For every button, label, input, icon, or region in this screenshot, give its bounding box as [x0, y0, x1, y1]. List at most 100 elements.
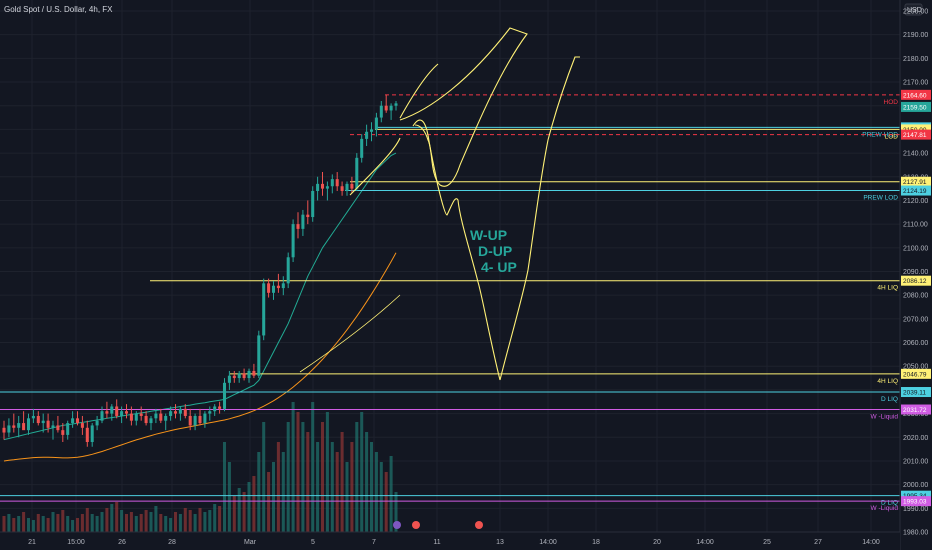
- candle-body[interactable]: [301, 214, 305, 229]
- price-tick-label: 2200.00: [903, 9, 928, 16]
- candle-body[interactable]: [320, 183, 325, 189]
- candle-body[interactable]: [257, 335, 261, 376]
- candle-body[interactable]: [345, 183, 349, 191]
- candle-body[interactable]: [51, 425, 55, 428]
- candle-body[interactable]: [154, 413, 158, 419]
- candle-body[interactable]: [71, 418, 75, 424]
- candle-body[interactable]: [296, 224, 300, 229]
- candle-body[interactable]: [61, 430, 65, 435]
- candle-body[interactable]: [389, 105, 393, 111]
- candle-body[interactable]: [369, 129, 374, 132]
- event-flag-icon[interactable]: [475, 521, 483, 529]
- candle-body[interactable]: [286, 257, 290, 284]
- candle-body[interactable]: [169, 411, 173, 416]
- candle-body[interactable]: [237, 373, 241, 379]
- candle-body[interactable]: [193, 415, 197, 426]
- candle-body[interactable]: [80, 423, 84, 428]
- level-name-label: PREW LOD: [863, 195, 898, 202]
- candle-body[interactable]: [105, 411, 109, 414]
- candle-body[interactable]: [178, 408, 182, 414]
- price-tick-label: 2120.00: [903, 198, 928, 205]
- candle-body[interactable]: [350, 183, 354, 189]
- candle-body[interactable]: [232, 375, 236, 379]
- candle-body[interactable]: [56, 425, 60, 431]
- price-tick-label: 1980.00: [903, 530, 928, 537]
- candle-body[interactable]: [46, 420, 50, 428]
- candle-body[interactable]: [262, 283, 266, 336]
- candle-body[interactable]: [247, 370, 251, 379]
- candle-body[interactable]: [31, 415, 35, 419]
- candle-body[interactable]: [384, 105, 388, 111]
- candle-body[interactable]: [95, 420, 99, 426]
- candle-body[interactable]: [173, 411, 178, 414]
- candle-body[interactable]: [213, 406, 217, 412]
- volume-bar: [208, 510, 212, 532]
- candle-body[interactable]: [90, 425, 94, 443]
- event-flag-icon[interactable]: [412, 521, 420, 529]
- candle-body[interactable]: [164, 415, 168, 421]
- candle-body[interactable]: [188, 415, 192, 426]
- candle-body[interactable]: [198, 415, 202, 424]
- currency-button-box[interactable]: [904, 3, 923, 16]
- candle-body[interactable]: [306, 214, 310, 218]
- candle-body[interactable]: [316, 183, 320, 191]
- candle-body[interactable]: [276, 285, 280, 289]
- candle-body[interactable]: [120, 411, 124, 416]
- candle-body[interactable]: [335, 179, 339, 187]
- candle-body[interactable]: [222, 382, 227, 409]
- candle-body[interactable]: [311, 190, 315, 218]
- candle-body[interactable]: [134, 413, 138, 421]
- volume-bar: [394, 492, 398, 532]
- candle-body[interactable]: [394, 103, 398, 106]
- candle-body[interactable]: [242, 373, 246, 379]
- candle-body[interactable]: [218, 406, 222, 409]
- candle-body[interactable]: [281, 283, 285, 289]
- candle-body[interactable]: [22, 423, 26, 431]
- currency-button[interactable]: USD: [904, 3, 923, 16]
- candle-body[interactable]: [41, 420, 45, 424]
- event-markers[interactable]: [393, 521, 483, 529]
- candle-body[interactable]: [144, 415, 148, 424]
- candle-body[interactable]: [360, 138, 364, 158]
- time-axis-background[interactable]: [0, 532, 900, 550]
- candle-body[interactable]: [12, 425, 16, 428]
- candle-body[interactable]: [227, 375, 231, 383]
- candle-body[interactable]: [330, 179, 334, 187]
- candle-body[interactable]: [26, 418, 31, 431]
- candlesticks[interactable]: [2, 94, 398, 447]
- candle-body[interactable]: [183, 408, 187, 416]
- candle-body[interactable]: [340, 186, 344, 191]
- candle-body[interactable]: [149, 418, 153, 424]
- event-flash-icon[interactable]: [393, 521, 401, 529]
- candle-body[interactable]: [374, 117, 378, 130]
- candle-body[interactable]: [124, 411, 129, 414]
- candle-body[interactable]: [100, 411, 104, 421]
- candle-body[interactable]: [379, 105, 383, 118]
- candle-body[interactable]: [291, 224, 295, 258]
- candle-body[interactable]: [267, 283, 271, 293]
- volume-bar: [379, 462, 383, 532]
- candle-body[interactable]: [159, 413, 163, 421]
- price-tick-label: 2010.00: [903, 458, 928, 465]
- candle-body[interactable]: [110, 406, 114, 414]
- candle-body[interactable]: [325, 186, 329, 189]
- candle-body[interactable]: [203, 413, 207, 424]
- candle-body[interactable]: [36, 415, 40, 424]
- candle-body[interactable]: [17, 423, 21, 428]
- candle-body[interactable]: [365, 131, 369, 139]
- candle-body[interactable]: [139, 413, 143, 416]
- candle-body[interactable]: [252, 370, 256, 376]
- candle-body[interactable]: [85, 427, 89, 443]
- candle-body[interactable]: [115, 406, 119, 416]
- candle-body[interactable]: [7, 425, 11, 433]
- candle-body[interactable]: [355, 157, 359, 189]
- candle-body[interactable]: [2, 427, 6, 433]
- candle-body[interactable]: [75, 418, 80, 424]
- candle-body[interactable]: [66, 423, 70, 435]
- level-name-label: D LIQ: [881, 500, 898, 507]
- candle-body[interactable]: [271, 285, 276, 293]
- candle-body[interactable]: [129, 413, 133, 421]
- candle-body[interactable]: [208, 411, 212, 414]
